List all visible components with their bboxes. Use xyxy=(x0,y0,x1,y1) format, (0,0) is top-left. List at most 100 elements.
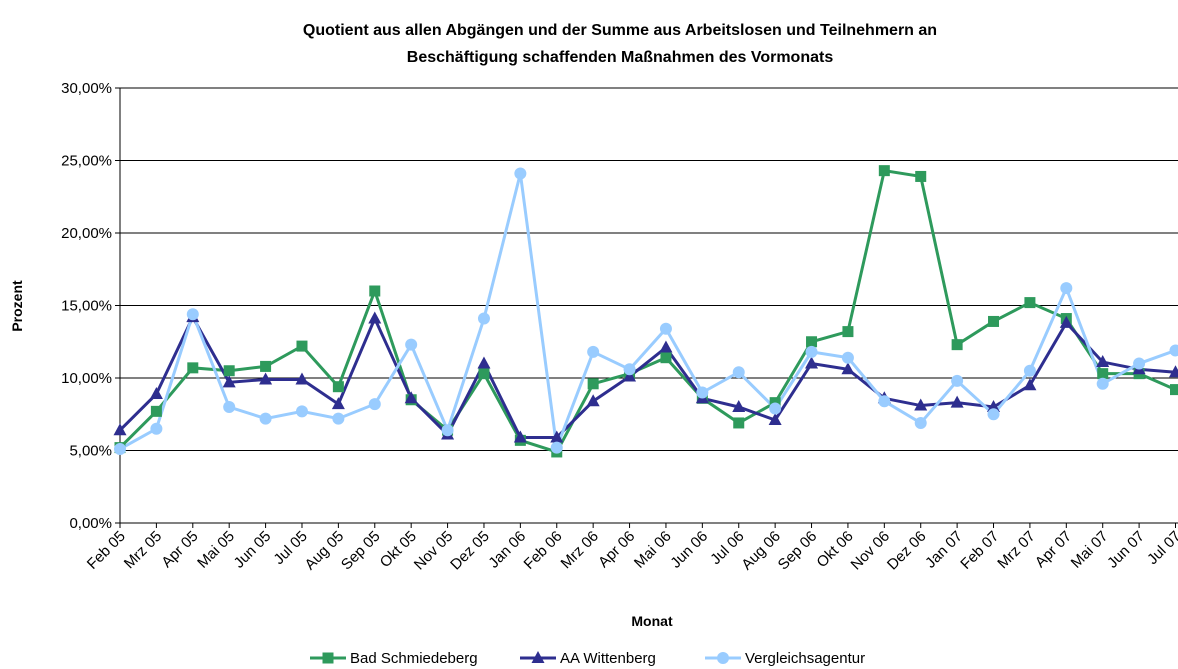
x-tick-label: Mai 06 xyxy=(631,528,675,572)
marker xyxy=(1169,344,1178,357)
x-tick-label: Dez 05 xyxy=(447,528,493,574)
marker xyxy=(988,315,1000,327)
marker xyxy=(1023,378,1037,391)
marker xyxy=(322,652,334,664)
marker xyxy=(1023,364,1036,377)
marker xyxy=(732,366,745,379)
x-tick-label: Apr 06 xyxy=(595,528,638,571)
marker xyxy=(733,417,745,429)
marker xyxy=(477,312,490,325)
marker xyxy=(296,340,308,352)
y-tick-label: 15,00% xyxy=(61,298,112,315)
x-axis-label: Monat xyxy=(631,613,673,629)
chart-title: Quotient aus allen Abgängen und der Summ… xyxy=(303,22,937,39)
x-tick-label: Jun 06 xyxy=(667,528,711,572)
x-tick-label: Apr 07 xyxy=(1032,528,1075,571)
x-tick-label: Aug 05 xyxy=(302,528,348,574)
marker xyxy=(696,386,709,399)
x-tick-label: Feb 05 xyxy=(84,528,129,573)
marker xyxy=(332,412,345,425)
marker xyxy=(477,356,491,369)
marker xyxy=(368,398,381,411)
marker xyxy=(1170,384,1178,396)
marker xyxy=(1096,355,1110,368)
marker xyxy=(915,170,927,182)
marker xyxy=(914,398,928,411)
y-tick-label: 25,00% xyxy=(61,153,112,170)
y-tick-label: 10,00% xyxy=(61,370,112,387)
y-axis-label: Prozent xyxy=(9,280,25,332)
marker xyxy=(1060,282,1073,295)
x-tick-label: Jun 07 xyxy=(1104,528,1148,572)
marker xyxy=(478,368,490,380)
marker xyxy=(514,167,527,180)
x-tick-label: Mai 07 xyxy=(1068,528,1112,572)
marker xyxy=(623,369,637,382)
y-tick-label: 30,00% xyxy=(61,80,112,97)
x-tick-label: Apr 05 xyxy=(158,528,201,571)
marker xyxy=(878,395,891,408)
marker xyxy=(405,338,418,351)
x-tick-label: Nov 06 xyxy=(848,528,894,574)
series-line xyxy=(119,173,1177,451)
marker xyxy=(623,363,636,376)
x-tick-label: Mrz 06 xyxy=(558,528,602,572)
marker xyxy=(149,386,163,399)
marker xyxy=(1059,315,1073,328)
marker xyxy=(951,374,964,387)
chart-title: Beschäftigung schaffenden Maßnahmen des … xyxy=(407,49,834,66)
x-tick-label: Feb 06 xyxy=(521,528,566,573)
marker xyxy=(659,340,673,353)
marker xyxy=(531,651,545,663)
marker xyxy=(113,423,127,436)
marker xyxy=(260,360,272,372)
marker xyxy=(659,322,672,335)
marker xyxy=(717,652,729,664)
marker xyxy=(841,362,855,375)
marker xyxy=(806,336,818,348)
x-tick-label: Aug 06 xyxy=(738,528,784,574)
marker xyxy=(805,356,819,369)
x-tick-label: Jun 05 xyxy=(231,528,275,572)
x-tick-label: Feb 07 xyxy=(957,528,1002,573)
marker xyxy=(222,375,236,388)
series-line xyxy=(118,313,1176,439)
marker xyxy=(1133,357,1146,370)
marker xyxy=(842,326,854,338)
marker xyxy=(150,405,162,417)
marker xyxy=(259,372,273,385)
marker xyxy=(331,397,345,410)
marker xyxy=(150,422,163,435)
marker xyxy=(660,352,672,364)
marker xyxy=(368,311,382,324)
marker xyxy=(332,381,344,393)
marker xyxy=(295,372,309,385)
marker xyxy=(769,402,782,415)
marker xyxy=(223,401,236,413)
y-tick-label: 5,00% xyxy=(69,443,112,460)
x-tick-label: Mrz 05 xyxy=(121,528,165,572)
x-tick-label: Jul 07 xyxy=(1144,528,1178,568)
marker xyxy=(1096,377,1109,390)
marker xyxy=(404,391,418,404)
marker xyxy=(987,400,1001,412)
marker xyxy=(805,345,818,358)
marker xyxy=(878,165,890,177)
marker xyxy=(187,362,199,374)
x-tick-label: Dez 06 xyxy=(884,528,930,574)
legend-label: Vergleichsagentur xyxy=(745,650,865,667)
marker xyxy=(369,285,381,297)
x-tick-label: Jan 07 xyxy=(922,528,966,572)
x-tick-label: Nov 05 xyxy=(411,528,457,574)
marker xyxy=(987,408,1000,421)
y-tick-label: 0,00% xyxy=(69,515,112,532)
marker xyxy=(114,443,126,456)
marker xyxy=(732,400,746,412)
marker xyxy=(223,365,235,377)
marker xyxy=(587,378,599,390)
marker xyxy=(513,430,527,443)
marker xyxy=(550,441,563,454)
marker xyxy=(1169,365,1178,378)
marker xyxy=(951,339,963,351)
